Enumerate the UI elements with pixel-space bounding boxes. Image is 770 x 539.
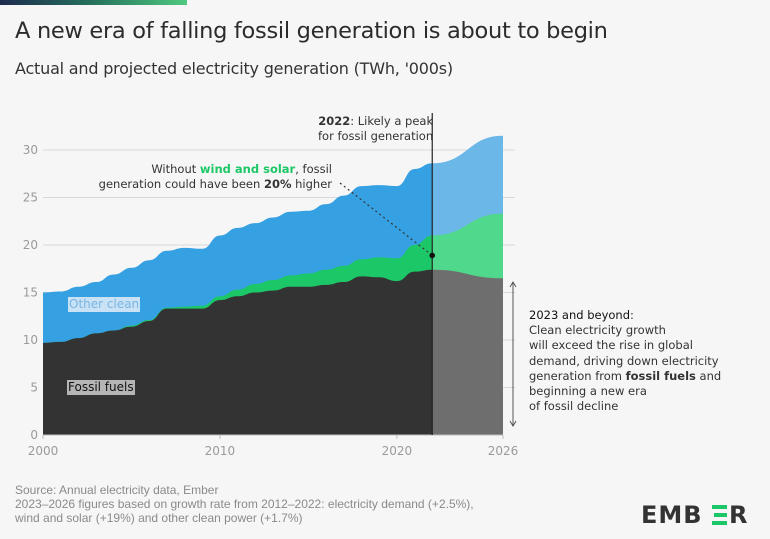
beyond-line1: Clean electricity growth [529, 323, 666, 338]
footer-note-line2: wind and solar (+19%) and other clean po… [15, 511, 303, 525]
beyond-fossil-bold: fossil fuels [625, 368, 696, 383]
beyond-line5: beginning a new era [529, 384, 647, 399]
arrow-down-icon [509, 420, 517, 427]
annotation-2023-beyond: 2023 and beyond: Clean electricity growt… [529, 308, 721, 414]
beyond-line3: demand, driving down electricity [529, 353, 719, 368]
annotation-wind-solar: Without wind and solar, fossil generatio… [99, 162, 332, 192]
chart-subtitle: Actual and projected electricity generat… [15, 59, 453, 78]
beyond-line2: will exceed the rise in global [529, 338, 693, 353]
logo-text-pre: EMB [641, 501, 703, 529]
ws-text-post: , fossil [295, 162, 332, 176]
area-fossil-fuels [43, 269, 433, 435]
area-fossil-fuels-projected [432, 269, 503, 435]
peak-text-line2: for fossil generation [318, 129, 434, 143]
peak-year: 2022 [318, 114, 351, 128]
ember-logo: EMB R [641, 501, 748, 529]
counterfactual-dot [429, 252, 436, 259]
footer: Source: Annual electricity data, Ember 2… [15, 483, 474, 525]
logo-text-post: R [728, 501, 749, 529]
y-tick-label: 15 [23, 286, 38, 300]
y-tick-label: 30 [23, 143, 38, 157]
y-tick-label: 5 [30, 381, 38, 395]
top-accent-bar [0, 0, 187, 5]
ws-line2-pre: generation could have been [98, 177, 264, 191]
arrow-up-icon [509, 281, 517, 288]
x-tick-label: 2010 [205, 444, 236, 458]
beyond-colon: : [630, 308, 634, 322]
beyond-title: 2023 and beyond [529, 308, 631, 322]
ws-highlight: wind and solar [199, 162, 296, 176]
y-tick-label: 10 [23, 333, 38, 347]
x-tick-label: 2020 [382, 444, 413, 458]
beyond-line4-post: and [695, 368, 722, 383]
y-tick-label: 25 [23, 191, 38, 205]
chart-plot: 0 5 10 15 20 25 30 2000 2010 2020 2026 [23, 113, 519, 458]
series-label-other-clean: Other clean [68, 297, 141, 312]
beyond-line6: of fossil decline [529, 399, 619, 414]
footer-note-line1: 2023–2026 figures based on growth rate f… [15, 497, 474, 511]
ws-text-pre: Without [151, 162, 200, 176]
y-tick-label: 20 [23, 238, 38, 252]
logo-e-mark [703, 501, 729, 529]
beyond-line4-pre: generation from [529, 368, 626, 383]
ws-line2-post: higher [291, 177, 332, 191]
chart-title: A new era of falling fossil generation i… [15, 18, 608, 44]
x-tick-label: 2000 [28, 444, 59, 458]
annotation-peak: 2022: Likely a peak for fossil generatio… [318, 114, 433, 144]
peak-text: : Likely a peak [350, 114, 434, 128]
ws-percent: 20% [263, 177, 292, 191]
y-tick-label: 0 [30, 428, 38, 442]
series-label-fossil-fuels: Fossil fuels [67, 380, 135, 395]
footer-source: Source: Annual electricity data, Ember [15, 483, 219, 497]
x-tick-label: 2026 [488, 444, 519, 458]
